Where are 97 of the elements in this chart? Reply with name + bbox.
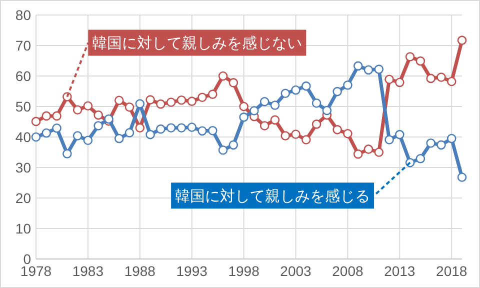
point (94, 121, 103, 130)
point (426, 74, 436, 84)
point (301, 81, 311, 91)
point (332, 86, 342, 96)
point (395, 78, 404, 88)
point (187, 96, 197, 106)
x-tick-label: 1988 (124, 263, 156, 279)
point (166, 123, 176, 132)
point (280, 88, 290, 98)
x-tick-label: 1983 (72, 263, 104, 279)
point (104, 114, 114, 124)
point (416, 56, 426, 66)
point (198, 126, 207, 136)
point (135, 99, 145, 108)
point (332, 125, 342, 134)
point (364, 144, 374, 154)
point (343, 80, 352, 90)
point (62, 149, 72, 158)
point (312, 120, 322, 129)
point (52, 124, 62, 133)
point (176, 95, 186, 105)
point (416, 154, 426, 164)
y-tick-label: 70 (15, 38, 32, 54)
point (384, 135, 394, 144)
y-tick-label: 10 (15, 220, 32, 236)
point (353, 61, 363, 71)
point (374, 148, 384, 157)
point (52, 111, 62, 121)
point (72, 105, 82, 115)
point (436, 140, 446, 150)
point (426, 138, 436, 148)
y-tick-label: 40 (15, 129, 32, 145)
point (270, 100, 280, 110)
y-tick-label: 30 (15, 160, 32, 176)
x-tick-label: 1993 (176, 263, 208, 279)
point (436, 72, 446, 82)
point (156, 99, 166, 109)
point (187, 122, 197, 132)
point (270, 115, 280, 125)
point (312, 98, 322, 108)
point (83, 136, 93, 146)
x-tick-label: 2013 (384, 263, 416, 279)
point (239, 112, 248, 122)
point (83, 101, 93, 111)
y-tick-label: 20 (15, 190, 32, 206)
point (374, 64, 384, 74)
point (322, 106, 332, 116)
point (250, 106, 259, 116)
point (457, 172, 467, 182)
point (446, 76, 456, 86)
x-tick-label: 2018 (436, 263, 468, 279)
point (228, 140, 238, 150)
x-tick-label: 1998 (228, 263, 260, 279)
point (146, 95, 155, 104)
point (42, 111, 52, 121)
point (124, 102, 134, 112)
y-tick-label: 50 (15, 98, 32, 114)
x-tick-label: 2008 (332, 263, 364, 279)
point (218, 71, 228, 81)
point (218, 145, 228, 155)
point (239, 102, 248, 112)
x-tick-label: 2003 (280, 263, 312, 279)
point (114, 96, 124, 106)
point (156, 124, 166, 134)
point (31, 132, 41, 142)
point (94, 110, 103, 120)
point (301, 135, 311, 144)
point (166, 98, 176, 107)
point (384, 74, 394, 84)
point (395, 130, 404, 140)
point (405, 52, 415, 62)
point (146, 130, 155, 140)
point (114, 134, 124, 144)
point (31, 116, 41, 126)
point (72, 131, 82, 140)
point (176, 123, 186, 132)
point (457, 36, 467, 45)
point (198, 92, 207, 102)
text: 韓国に対して親しみを感じない (92, 34, 302, 52)
point (364, 65, 374, 75)
point (228, 78, 238, 88)
point (353, 149, 363, 159)
point (208, 126, 218, 136)
point (280, 131, 290, 140)
text: 韓国に対して親しみを感じる (175, 187, 370, 206)
point (260, 121, 270, 130)
point (124, 128, 134, 138)
point (260, 96, 270, 106)
point (446, 134, 456, 144)
point (135, 123, 145, 132)
y-tick-label: 60 (15, 68, 32, 84)
point (343, 128, 352, 138)
point (42, 128, 52, 138)
y-tick-label: 80 (15, 7, 32, 23)
point (291, 130, 300, 139)
point (208, 90, 218, 99)
point (291, 85, 300, 95)
